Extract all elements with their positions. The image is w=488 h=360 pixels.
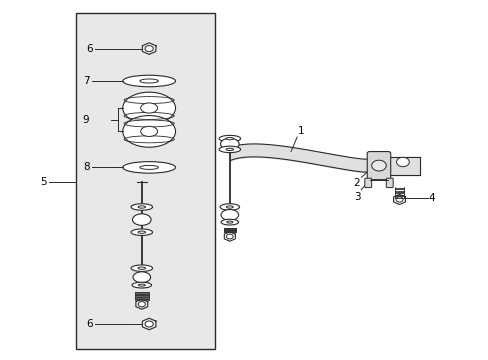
Text: 9: 9 (82, 115, 89, 125)
Ellipse shape (131, 229, 152, 235)
Circle shape (396, 157, 408, 167)
Ellipse shape (220, 138, 239, 150)
Ellipse shape (133, 272, 150, 283)
Ellipse shape (219, 135, 240, 142)
Text: 6: 6 (86, 319, 93, 329)
Ellipse shape (131, 265, 152, 271)
FancyBboxPatch shape (364, 178, 371, 188)
Circle shape (145, 321, 153, 327)
Text: 8: 8 (82, 162, 89, 172)
Ellipse shape (132, 214, 151, 225)
Text: 4: 4 (428, 193, 435, 203)
Ellipse shape (122, 92, 175, 124)
Ellipse shape (122, 162, 175, 173)
Circle shape (138, 302, 145, 307)
Ellipse shape (140, 165, 158, 170)
Circle shape (145, 46, 153, 51)
Text: 5: 5 (40, 177, 46, 187)
Ellipse shape (140, 79, 158, 83)
FancyBboxPatch shape (366, 152, 390, 180)
Ellipse shape (371, 160, 386, 171)
Ellipse shape (219, 146, 240, 153)
Ellipse shape (122, 116, 175, 147)
FancyBboxPatch shape (76, 13, 215, 349)
Ellipse shape (141, 103, 157, 113)
Circle shape (226, 234, 233, 239)
Ellipse shape (225, 148, 233, 150)
Ellipse shape (221, 219, 238, 225)
Ellipse shape (141, 126, 157, 136)
Text: 2: 2 (353, 178, 360, 188)
Ellipse shape (122, 75, 175, 87)
Ellipse shape (138, 284, 145, 286)
Ellipse shape (138, 206, 145, 208)
Circle shape (395, 197, 402, 202)
Text: 3: 3 (353, 192, 360, 202)
Text: 1: 1 (297, 126, 304, 136)
Ellipse shape (225, 138, 233, 140)
Text: 7: 7 (82, 76, 89, 86)
Ellipse shape (132, 282, 151, 288)
Ellipse shape (131, 204, 152, 210)
Ellipse shape (226, 221, 232, 223)
Ellipse shape (138, 231, 145, 233)
Ellipse shape (226, 206, 233, 208)
FancyBboxPatch shape (386, 178, 392, 188)
Ellipse shape (138, 267, 145, 269)
Ellipse shape (220, 204, 239, 210)
Text: 6: 6 (86, 44, 93, 54)
Ellipse shape (221, 210, 238, 220)
